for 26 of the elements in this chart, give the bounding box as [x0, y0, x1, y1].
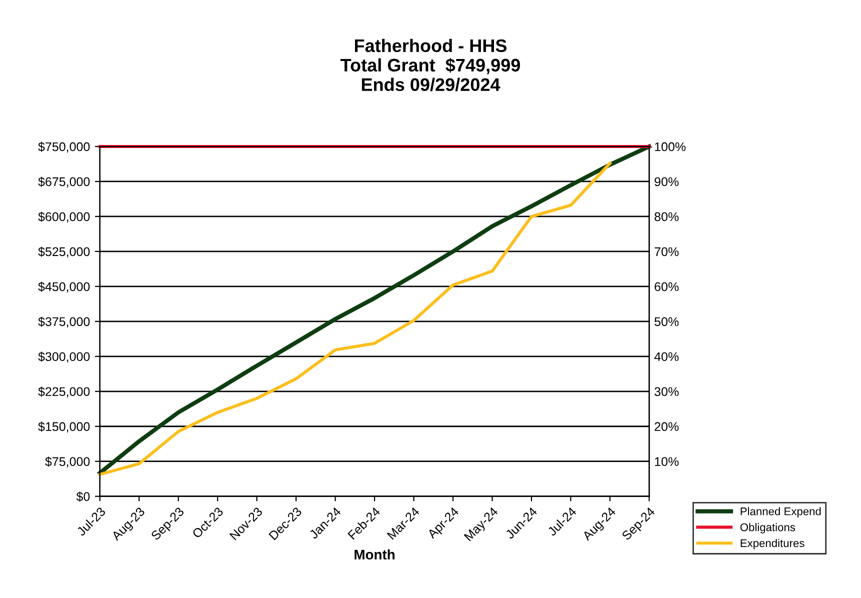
y-tick-label: $750,000 — [38, 142, 90, 153]
legend-label: Obligations — [740, 523, 796, 534]
legend-label: Planned Expend — [740, 507, 821, 518]
y2-tick-label: 50% — [654, 317, 679, 326]
legend-label: Expenditures — [740, 538, 804, 550]
x-axis-title: Month — [354, 549, 394, 560]
chart-title: Fatherhood - HHS Total Grant $749,999 Ends 09/29/2024 — [340, 38, 520, 92]
y-tick-label: $0 — [76, 492, 90, 502]
y2-tick-label: 80% — [654, 212, 679, 222]
y-tick-label: $225,000 — [38, 386, 90, 398]
y-tick-label: $600,000 — [38, 212, 90, 223]
y2-tick-label: 10% — [655, 457, 679, 466]
y2-tick-label: 90% — [654, 177, 679, 186]
y2-tick-label: 100% — [655, 142, 686, 152]
y2-tick-label: 40% — [654, 352, 679, 362]
y-tick-label: $75,000 — [45, 456, 90, 468]
y2-tick-label: 20% — [654, 422, 679, 432]
y2-tick-label: 30% — [654, 387, 679, 396]
y-tick-label: $675,000 — [38, 176, 90, 188]
y2-tick-label: 60% — [654, 282, 679, 292]
y-tick-label: $300,000 — [38, 352, 90, 363]
y-tick-label: $375,000 — [38, 316, 90, 328]
y2-tick-label: 70% — [654, 247, 679, 256]
y-tick-label: $150,000 — [38, 422, 90, 433]
y-tick-label: $450,000 — [38, 282, 90, 293]
y-tick-label: $525,000 — [38, 246, 90, 258]
